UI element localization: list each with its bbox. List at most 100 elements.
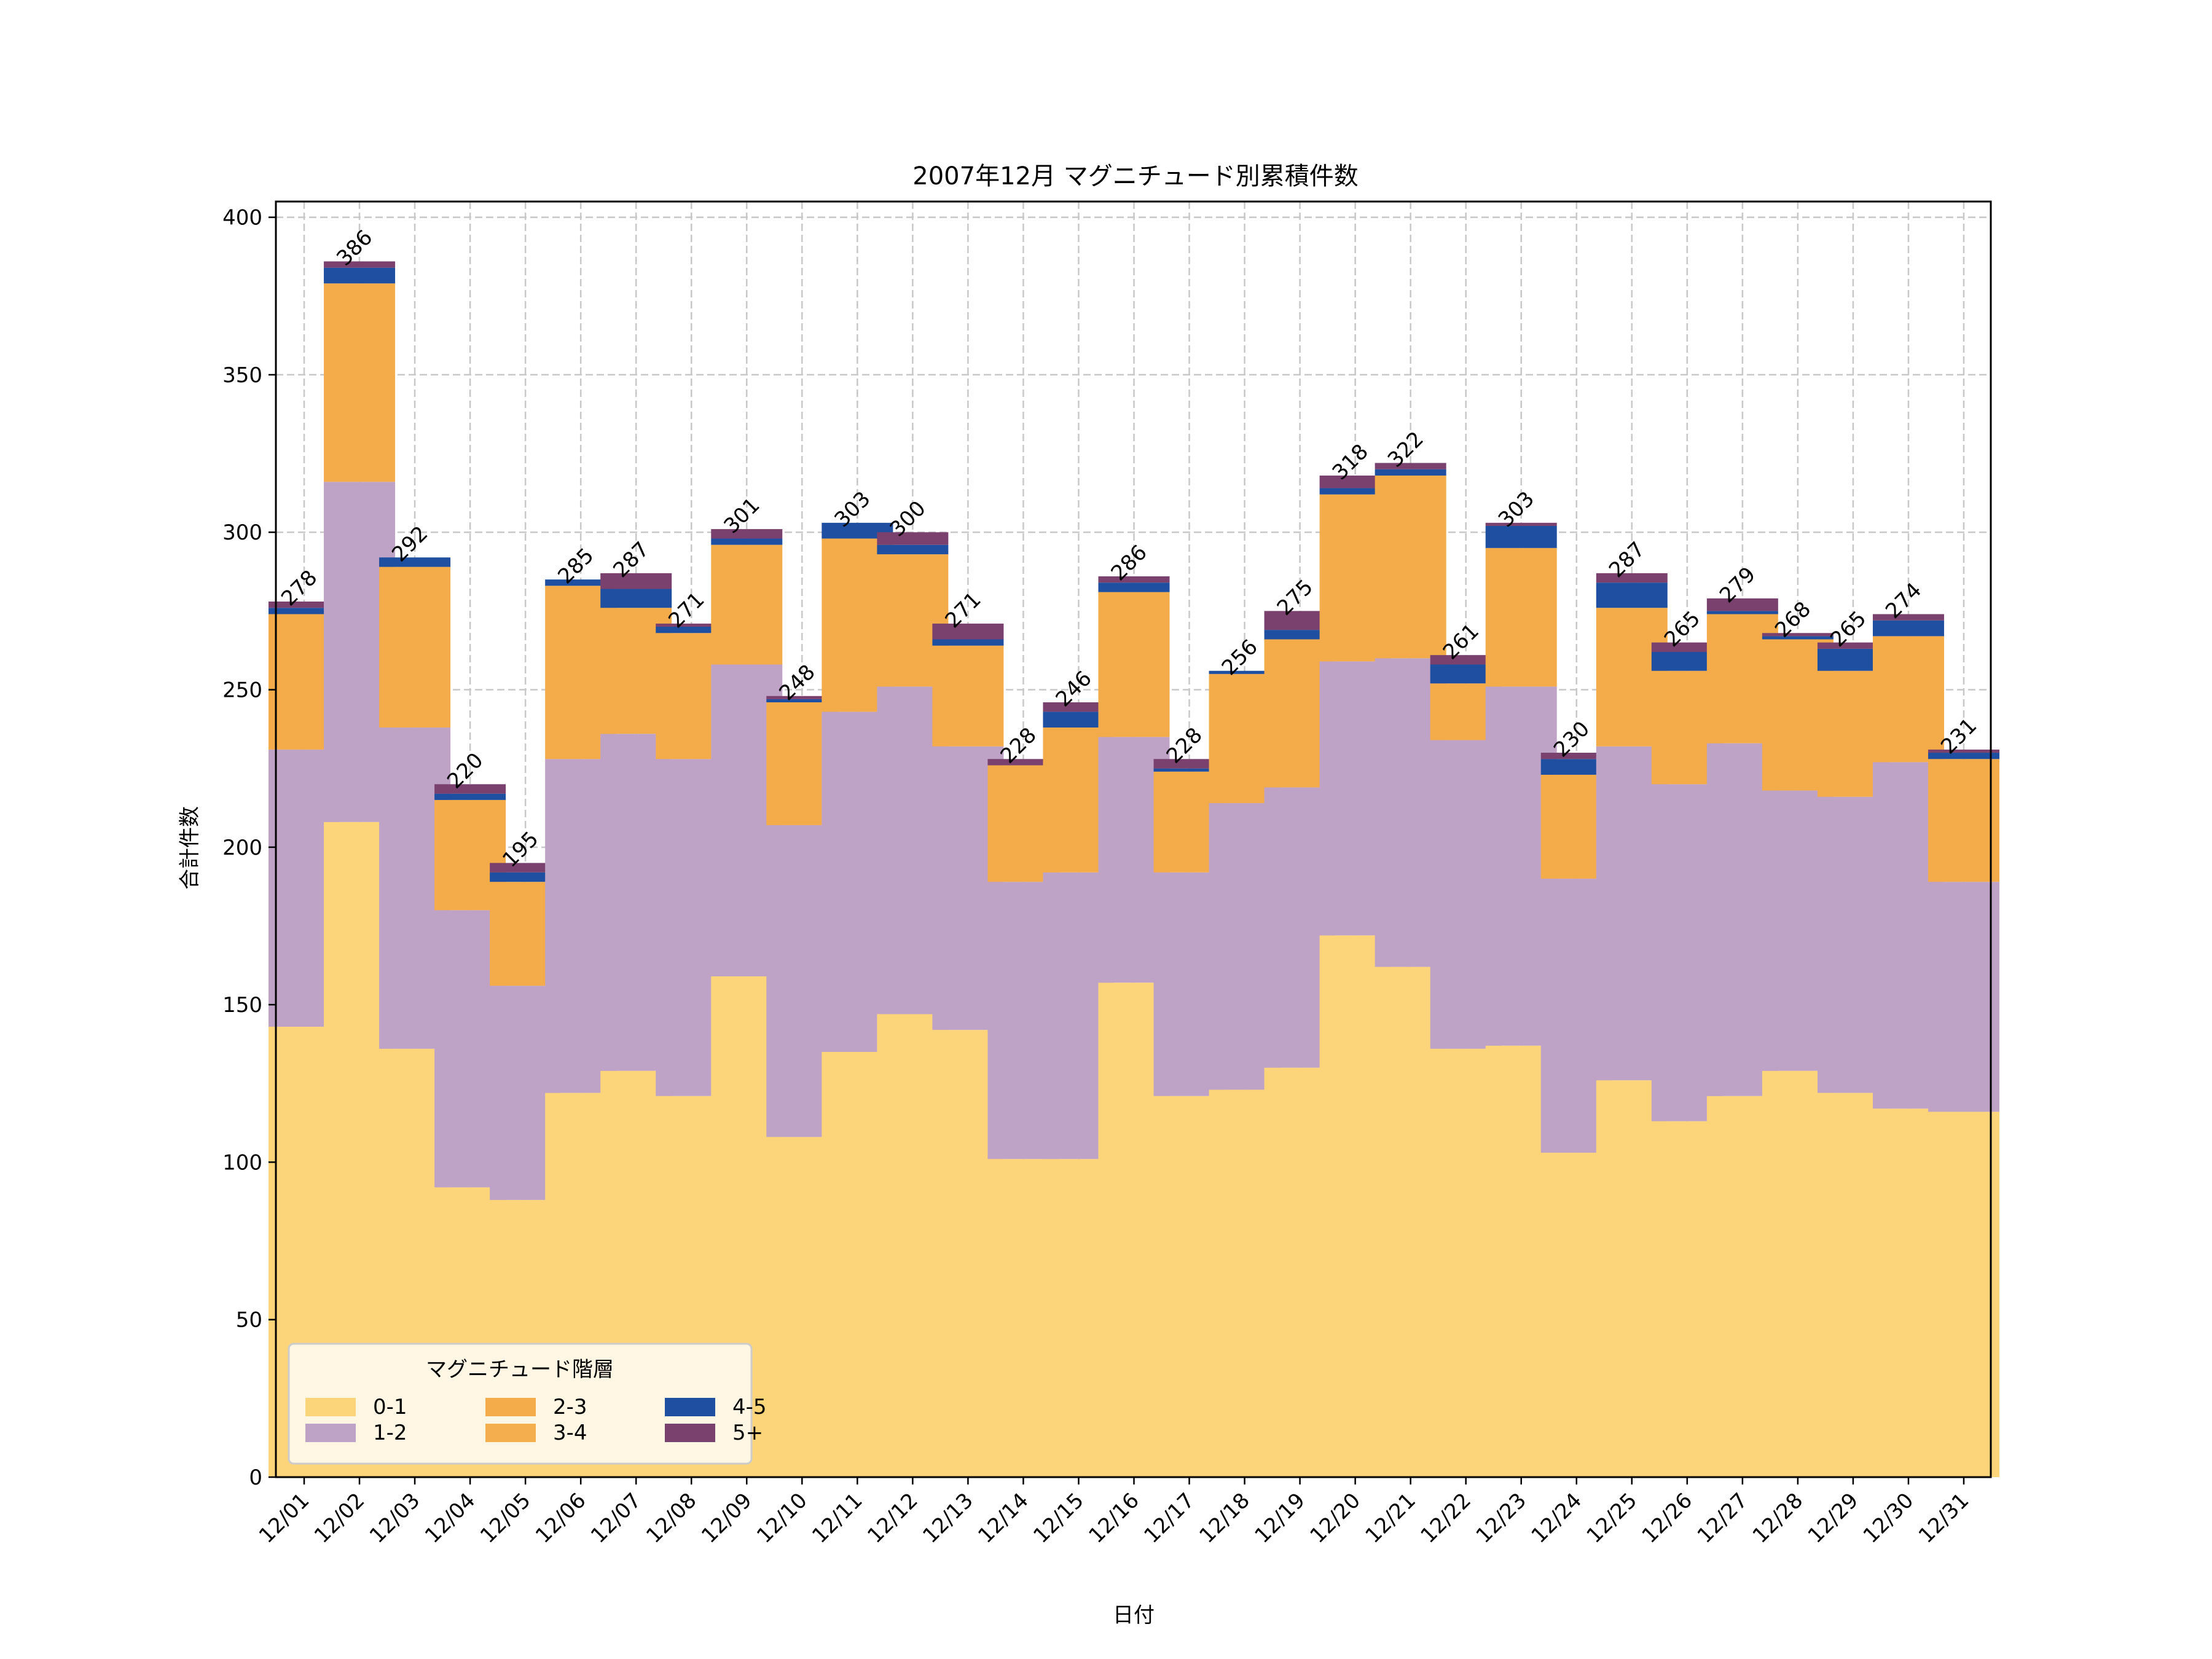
- y-tick-label: 50: [236, 1308, 262, 1333]
- bar-segment-5+: [1540, 753, 1612, 759]
- bar-segment-4-5: [1485, 525, 1557, 548]
- x-tick-label: 12/29: [1803, 1488, 1864, 1548]
- legend-label: 4-5: [732, 1395, 767, 1419]
- bar-segment-5+: [1043, 702, 1115, 712]
- legend-swatch-2-3: [485, 1398, 536, 1416]
- y-tick-label: 200: [222, 836, 262, 860]
- x-tick-label: 12/14: [973, 1488, 1033, 1548]
- bar-segment-5+: [1872, 614, 1944, 621]
- bar-segment-5+: [1430, 655, 1502, 665]
- bar-segment-5+: [1098, 576, 1170, 583]
- bar-segment-4-5: [379, 557, 451, 567]
- x-tick-label: 12/02: [310, 1488, 370, 1548]
- bar-segment-2-3: [1098, 592, 1170, 737]
- bar-segment-4-5: [490, 872, 562, 882]
- legend-label: 2-3: [553, 1395, 587, 1419]
- bar-segment-1-2: [1928, 882, 1999, 1112]
- bar-segment-2-3: [932, 645, 1004, 747]
- x-tick-label: 12/04: [420, 1488, 480, 1548]
- y-tick-label: 250: [222, 678, 262, 703]
- bar-segment-5+: [766, 696, 838, 699]
- bar-segment-2-3: [1872, 636, 1944, 763]
- x-tick-label: 12/28: [1748, 1488, 1808, 1548]
- x-tick-label: 12/25: [1582, 1488, 1642, 1548]
- x-tick-label: 12/13: [918, 1488, 978, 1548]
- legend-swatch-0-1: [305, 1398, 356, 1416]
- x-axis: 12/0112/0212/0312/0412/0512/0612/0712/08…: [254, 1477, 1974, 1548]
- bar-segment-5+: [434, 784, 506, 794]
- legend-swatch-3-4: [485, 1424, 536, 1442]
- x-tick-label: 12/16: [1084, 1488, 1144, 1548]
- bar-segment-5+: [1596, 573, 1668, 583]
- x-tick-label: 12/22: [1416, 1488, 1476, 1548]
- legend-swatch-5+: [665, 1424, 715, 1442]
- bar-segment-4-5: [324, 267, 396, 284]
- y-tick-label: 350: [222, 363, 262, 388]
- bar-segment-4-5: [1596, 582, 1668, 608]
- legend-label: 1-2: [373, 1421, 407, 1445]
- y-tick-label: 400: [222, 206, 262, 230]
- bar-segment-2-3: [1485, 547, 1557, 687]
- x-tick-label: 12/20: [1305, 1488, 1365, 1548]
- x-tick-label: 12/18: [1194, 1488, 1255, 1548]
- bar-segment-0-1: [1928, 1112, 1999, 1477]
- bar-segment-2-3: [324, 283, 396, 482]
- bar-segment-4-5: [766, 699, 838, 703]
- legend-label: 0-1: [373, 1395, 407, 1419]
- x-tick-label: 12/24: [1527, 1488, 1587, 1548]
- x-tick-label: 12/12: [863, 1488, 923, 1548]
- bar-segment-4-5: [1375, 469, 1446, 476]
- bar-segment-4-5: [269, 608, 340, 614]
- bar-segment-4-5: [1153, 768, 1225, 772]
- x-tick-label: 12/30: [1859, 1488, 1919, 1548]
- x-tick-label: 12/05: [476, 1488, 536, 1548]
- bar-segment-4-5: [1209, 670, 1281, 674]
- bar-segment-2-3: [711, 544, 783, 665]
- x-tick-label: 12/07: [586, 1488, 646, 1548]
- x-tick-label: 12/08: [641, 1488, 702, 1548]
- x-tick-label: 12/03: [365, 1488, 425, 1548]
- bar-segment-4-5: [600, 589, 672, 608]
- bar-segment-5+: [711, 529, 783, 539]
- bar-segment-4-5: [1706, 611, 1778, 614]
- legend-label: 5+: [732, 1421, 763, 1445]
- bar-segment-5+: [1928, 749, 1999, 753]
- x-tick-label: 12/15: [1029, 1488, 1089, 1548]
- legend-label: 3-4: [553, 1421, 587, 1445]
- bar-segment-5+: [932, 623, 1004, 640]
- bar-segment-4-5: [1264, 630, 1336, 640]
- bar-segment-5+: [656, 623, 728, 627]
- bar-segment-4-5: [877, 544, 949, 555]
- bar-segment-2-3: [379, 567, 451, 728]
- bar-segment-4-5: [434, 793, 506, 800]
- y-tick-label: 300: [222, 520, 262, 545]
- bar-segment-5+: [600, 573, 672, 589]
- bar-segment-2-3: [1928, 759, 1999, 882]
- x-tick-label: 12/19: [1250, 1488, 1310, 1548]
- bar-segment-5+: [1319, 475, 1391, 488]
- bar-segment-4-5: [1762, 636, 1834, 640]
- bar-segment-5+: [1485, 522, 1557, 526]
- x-tick-label: 12/31: [1914, 1488, 1974, 1548]
- chart-title: 2007年12月 マグニチュード別累積件数: [912, 162, 1358, 190]
- bar-segment-5+: [324, 261, 396, 268]
- bar-segment-4-5: [1928, 753, 1999, 759]
- y-tick-label: 0: [249, 1465, 262, 1490]
- bar-segment-4-5: [1098, 582, 1170, 592]
- x-tick-label: 12/23: [1472, 1488, 1532, 1548]
- legend-title: マグニチュード階層: [426, 1357, 614, 1382]
- bar-segment-5+: [1375, 463, 1446, 469]
- y-axis-label: 合計件数: [178, 806, 202, 890]
- x-tick-label: 12/27: [1693, 1488, 1753, 1548]
- bar-segment-5+: [877, 532, 949, 545]
- x-tick-label: 12/11: [807, 1488, 868, 1548]
- bar-segment-5+: [1706, 598, 1778, 611]
- bar-segment-5+: [269, 601, 340, 608]
- bar-segment-5+: [987, 759, 1059, 766]
- y-axis: 0 50 100 150 200 250 300 350 400: [222, 206, 276, 1490]
- y-tick-label: 100: [222, 1150, 262, 1175]
- bar-segment-4-5: [1319, 488, 1391, 495]
- legend-swatch-4-5: [665, 1398, 715, 1416]
- bar-segment-5+: [1762, 633, 1834, 637]
